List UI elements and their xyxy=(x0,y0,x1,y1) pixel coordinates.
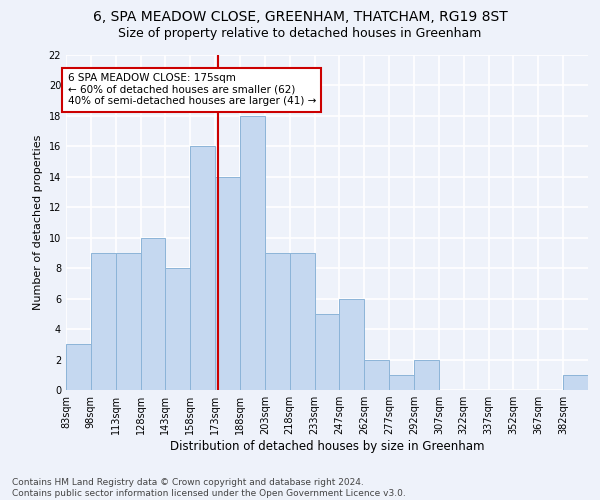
Bar xyxy=(563,375,588,390)
Bar xyxy=(166,268,190,390)
Bar xyxy=(340,298,364,390)
Bar xyxy=(190,146,215,390)
Text: Contains HM Land Registry data © Crown copyright and database right 2024.
Contai: Contains HM Land Registry data © Crown c… xyxy=(12,478,406,498)
Bar xyxy=(66,344,91,390)
Bar xyxy=(314,314,340,390)
X-axis label: Distribution of detached houses by size in Greenham: Distribution of detached houses by size … xyxy=(170,440,484,453)
Text: 6, SPA MEADOW CLOSE, GREENHAM, THATCHAM, RG19 8ST: 6, SPA MEADOW CLOSE, GREENHAM, THATCHAM,… xyxy=(92,10,508,24)
Bar xyxy=(240,116,265,390)
Bar xyxy=(116,253,140,390)
Bar xyxy=(290,253,314,390)
Y-axis label: Number of detached properties: Number of detached properties xyxy=(33,135,43,310)
Bar xyxy=(389,375,414,390)
Bar xyxy=(265,253,290,390)
Bar xyxy=(364,360,389,390)
Bar xyxy=(215,177,240,390)
Bar xyxy=(91,253,116,390)
Bar xyxy=(414,360,439,390)
Bar xyxy=(140,238,166,390)
Text: 6 SPA MEADOW CLOSE: 175sqm
← 60% of detached houses are smaller (62)
40% of semi: 6 SPA MEADOW CLOSE: 175sqm ← 60% of deta… xyxy=(68,74,316,106)
Text: Size of property relative to detached houses in Greenham: Size of property relative to detached ho… xyxy=(118,28,482,40)
